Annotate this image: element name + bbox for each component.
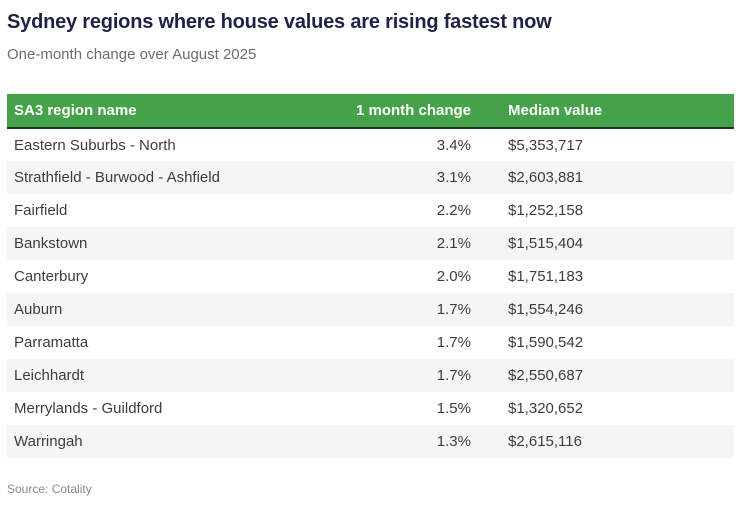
median-cell: $1,751,183 <box>508 268 584 285</box>
change-cell: 1.3% <box>436 433 471 450</box>
table-header: SA3 region name 1 month change Median va… <box>7 94 734 129</box>
page-subtitle: One-month change over August 2025 <box>7 46 257 63</box>
change-cell: 3.1% <box>436 169 471 186</box>
region-cell: Fairfield <box>14 202 68 219</box>
page: Sydney regions where house values are ri… <box>7 11 734 496</box>
region-cell: Bankstown <box>14 235 88 252</box>
column-header-region: SA3 region name <box>7 94 307 129</box>
change-cell: 1.7% <box>436 367 471 384</box>
change-cell: 1.7% <box>436 334 471 351</box>
median-cell: $2,550,687 <box>508 367 584 384</box>
change-cell: 3.4% <box>436 136 471 154</box>
change-cell: 1.5% <box>436 400 471 417</box>
change-cell: 2.2% <box>436 202 471 219</box>
region-cell: Strathfield - Burwood - Ashfield <box>14 169 220 186</box>
median-cell: $1,515,404 <box>508 235 584 252</box>
table-row: Fairfield 2.2% $1,252,158 <box>7 194 734 227</box>
region-cell: Leichhardt <box>14 367 85 384</box>
median-cell: $2,615,116 <box>508 433 582 450</box>
median-cell: $5,353,717 <box>508 136 584 154</box>
table-row: Auburn 1.7% $1,554,246 <box>7 293 734 326</box>
change-cell: 2.0% <box>436 268 471 285</box>
change-cell: 2.1% <box>436 235 471 252</box>
table-row: Parramatta 1.7% $1,590,542 <box>7 326 734 359</box>
median-cell: $1,320,652 <box>508 400 584 417</box>
change-cell: 1.7% <box>436 301 471 318</box>
median-cell: $1,252,158 <box>508 202 584 219</box>
region-cell: Canterbury <box>14 268 89 285</box>
page-title: Sydney regions where house values are ri… <box>7 11 552 33</box>
table-row: Leichhardt 1.7% $2,550,687 <box>7 359 734 392</box>
table-row: Merrylands - Guildford 1.5% $1,320,652 <box>7 392 734 425</box>
table-row: Strathfield - Burwood - Ashfield 3.1% $2… <box>7 161 734 194</box>
table-row: Eastern Suburbs - North 3.4% $5,353,717 <box>7 128 734 161</box>
region-cell: Eastern Suburbs - North <box>14 136 176 154</box>
table-row: Warringah 1.3% $2,615,116 <box>7 425 734 458</box>
region-cell: Merrylands - Guildford <box>14 400 163 417</box>
table-row: Canterbury 2.0% $1,751,183 <box>7 260 734 293</box>
source-attribution: Source: Cotality <box>7 482 92 496</box>
table-body: Eastern Suburbs - North 3.4% $5,353,717 … <box>7 128 734 458</box>
column-header-change: 1 month change <box>307 94 471 129</box>
median-cell: $2,603,881 <box>508 169 584 186</box>
table-row: Bankstown 2.1% $1,515,404 <box>7 227 734 260</box>
median-cell: $1,554,246 <box>508 301 584 318</box>
region-cell: Parramatta <box>14 334 89 351</box>
region-cell: Warringah <box>14 433 83 450</box>
median-cell: $1,590,542 <box>508 334 584 351</box>
column-header-median: Median value <box>471 94 734 129</box>
regions-table: SA3 region name 1 month change Median va… <box>7 94 734 458</box>
table-header-row: SA3 region name 1 month change Median va… <box>7 94 734 129</box>
region-cell: Auburn <box>14 301 63 318</box>
